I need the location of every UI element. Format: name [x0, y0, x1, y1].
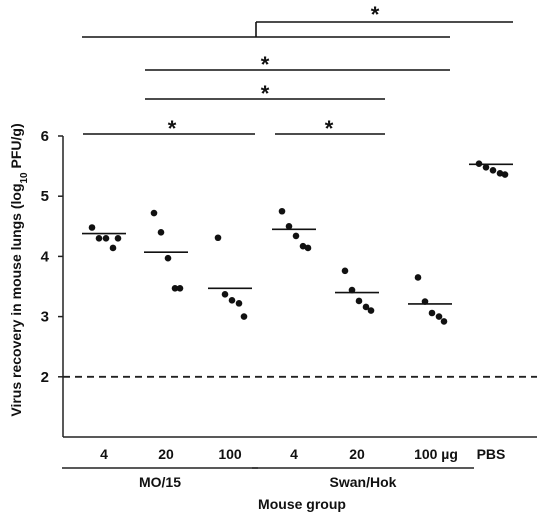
data-point [150, 209, 158, 217]
data-point [367, 307, 375, 314]
data-point [171, 285, 179, 292]
data-point [102, 235, 110, 242]
data-point [114, 235, 122, 242]
data-point [176, 285, 184, 292]
data-point [428, 309, 436, 317]
data-point [240, 313, 248, 320]
group-label: MO/15 [139, 474, 181, 490]
data-point [299, 242, 307, 250]
data-point [304, 244, 312, 252]
x-category-label: 4 [290, 446, 298, 462]
x-category-label: 4 [100, 446, 108, 462]
data-marks [82, 160, 513, 325]
data-point [496, 170, 504, 177]
x-category-label: PBS [477, 446, 506, 462]
x-category-label: 20 [349, 446, 365, 462]
data-point [440, 318, 448, 325]
data-point [292, 232, 300, 240]
data-point [235, 300, 243, 307]
significance-star: * [325, 116, 334, 141]
significance-star: * [371, 2, 380, 27]
x-category-label: 100 µg [414, 446, 458, 462]
group-label: Swan/Hok [330, 474, 397, 490]
data-point [95, 235, 103, 242]
data-point [228, 297, 236, 304]
data-point [88, 224, 96, 231]
axes: 2 3 4 5 6 4 20 100 4 20 100 µg PBS MO/15 Swan/Hok [41, 128, 537, 490]
significance-brackets: ****** [82, 2, 513, 141]
x-category-label: 100 [218, 446, 242, 462]
data-point [157, 229, 165, 236]
data-point [414, 274, 422, 281]
significance-star: * [261, 81, 270, 106]
y-tick-label: 2 [41, 369, 49, 386]
y-tick-label: 4 [41, 248, 50, 265]
data-point [362, 303, 370, 311]
data-point [164, 254, 172, 262]
data-point [214, 234, 222, 242]
data-point [489, 167, 497, 174]
data-point [435, 313, 443, 320]
data-point [221, 291, 229, 298]
data-point [109, 244, 117, 252]
data-point [501, 171, 509, 178]
data-point [278, 207, 286, 215]
y-tick-label: 3 [41, 309, 49, 326]
data-point [355, 297, 363, 305]
x-axis-label: Mouse group [258, 496, 346, 512]
significance-star: * [261, 52, 270, 77]
y-axis-label: Virus recovery in mouse lungs (log10 PFU… [8, 123, 30, 416]
y-tick-label: 6 [41, 128, 49, 145]
y-tick-label: 5 [41, 188, 49, 205]
significance-star: * [168, 116, 177, 141]
data-point [482, 164, 490, 171]
data-point [341, 267, 349, 275]
data-point [285, 223, 293, 230]
x-category-label: 20 [158, 446, 174, 462]
